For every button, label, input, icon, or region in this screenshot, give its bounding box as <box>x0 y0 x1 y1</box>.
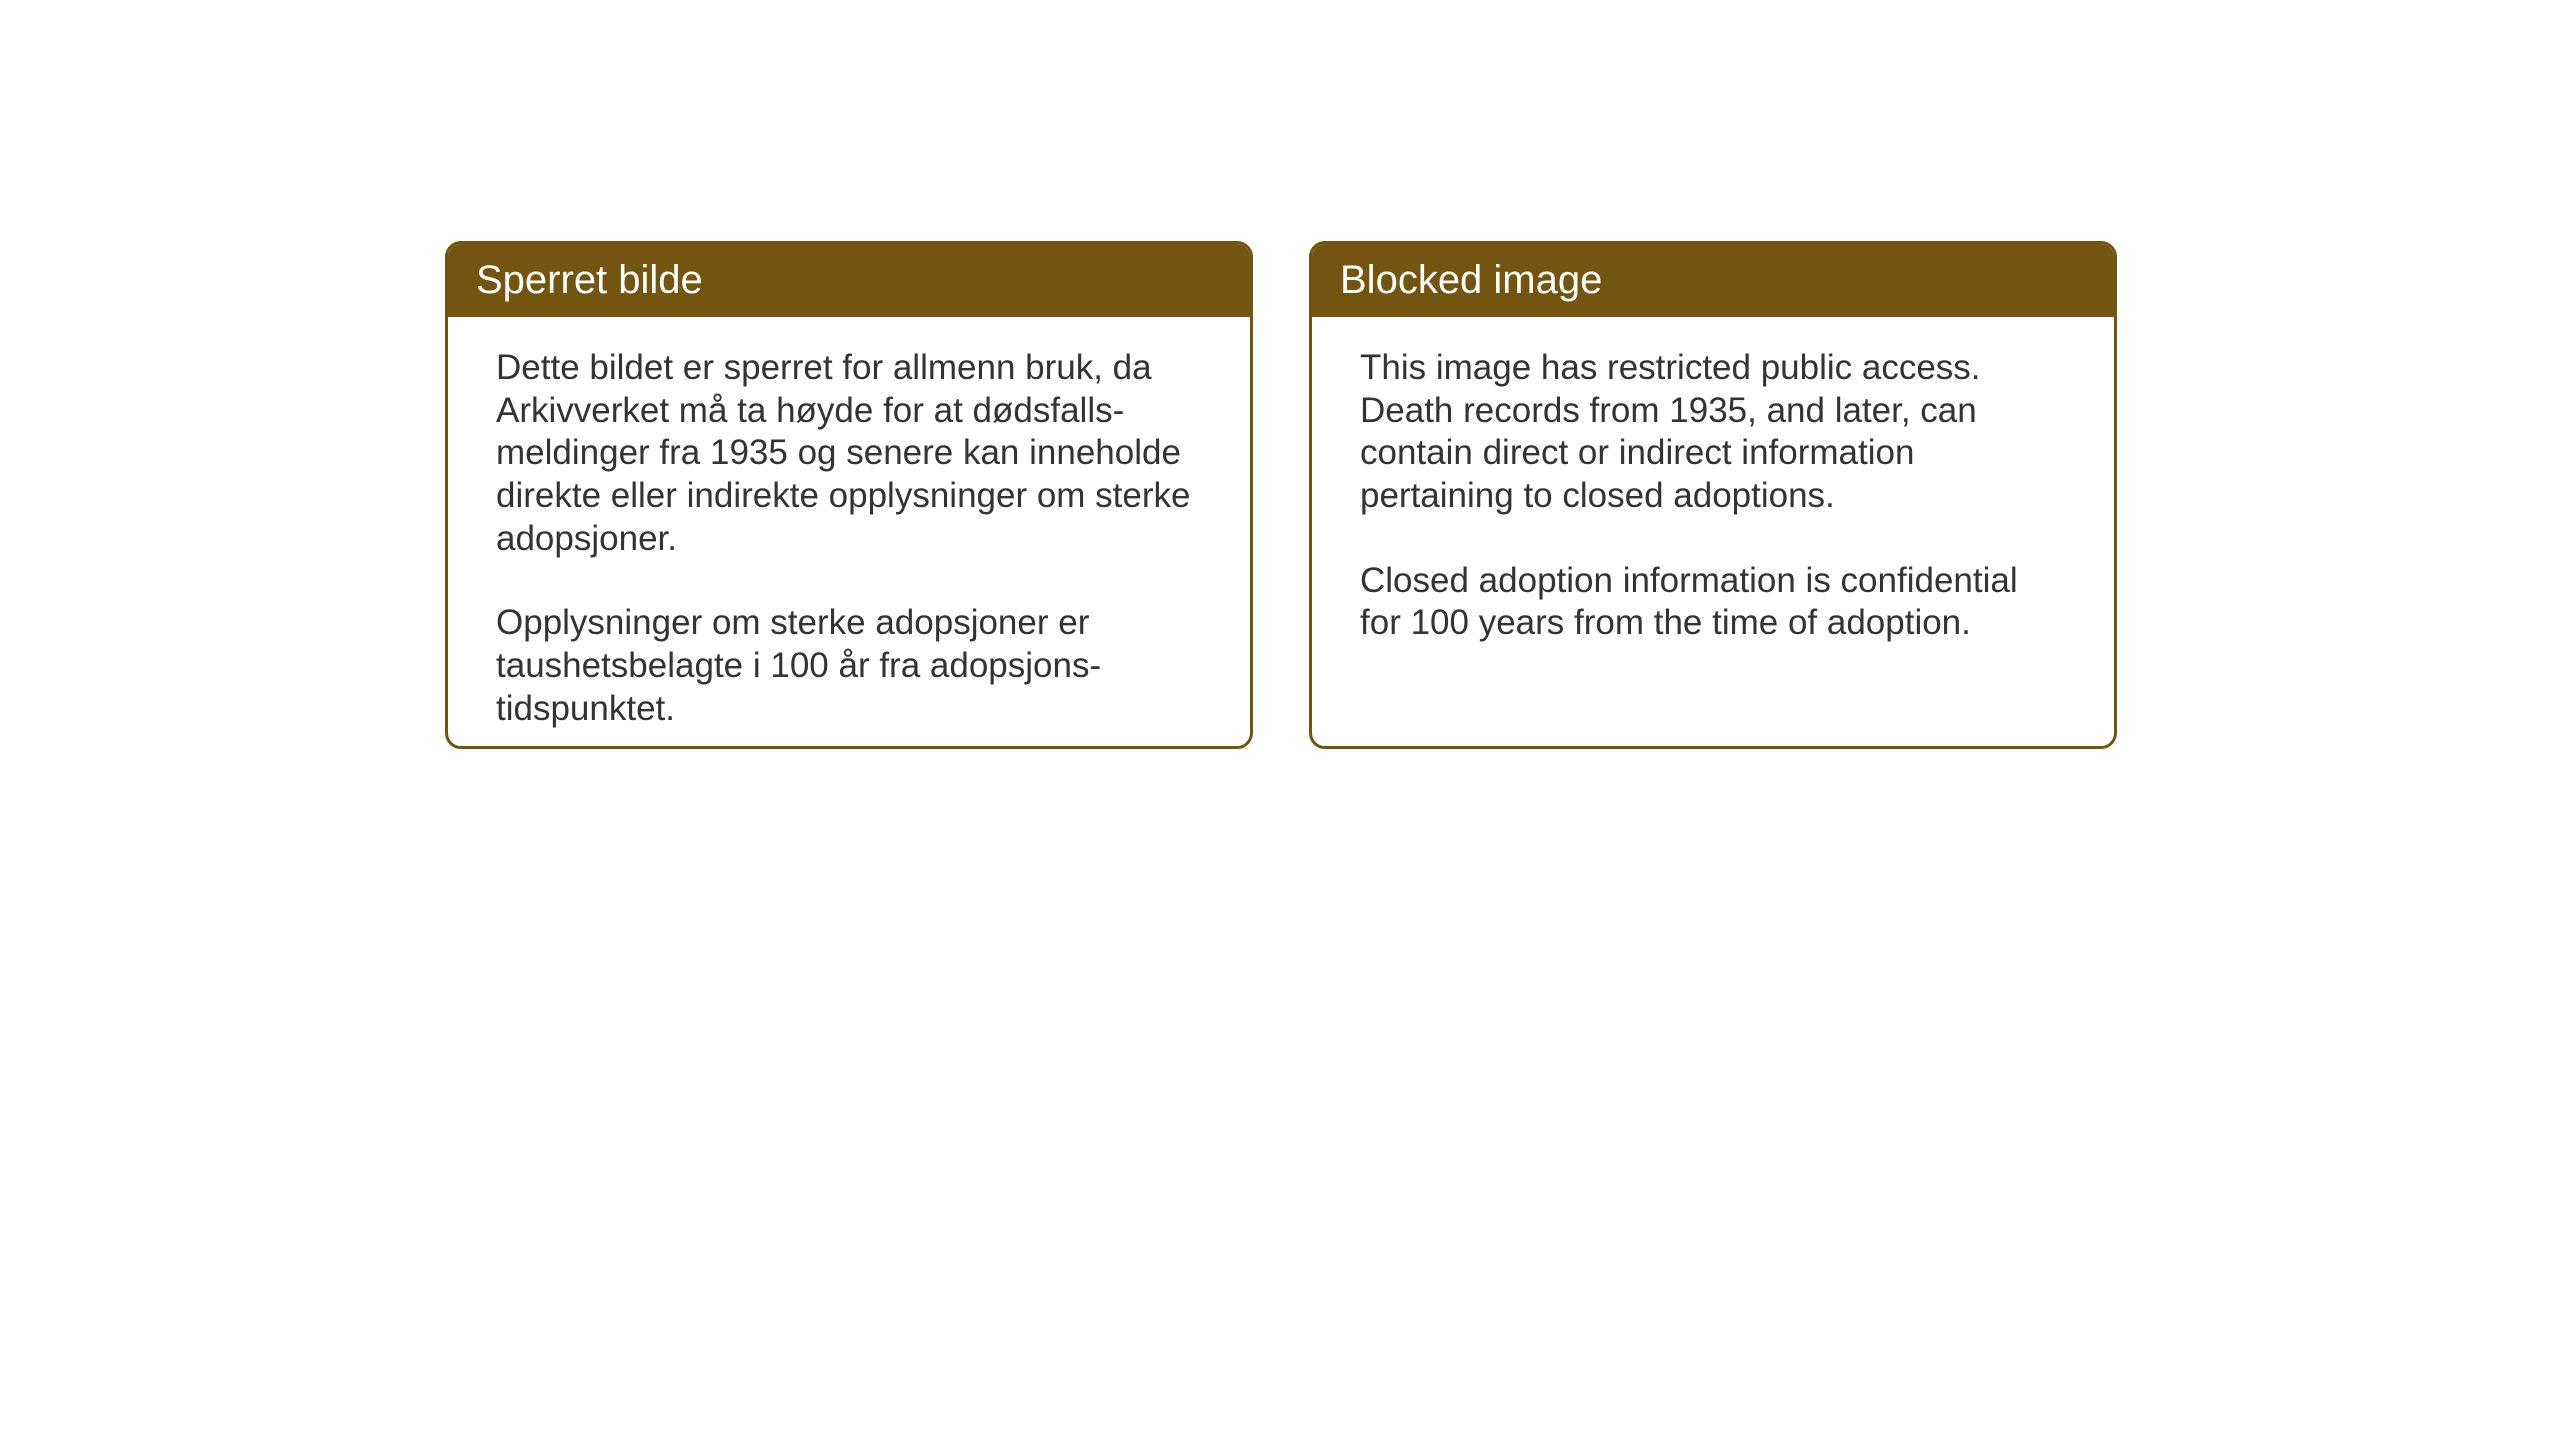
notice-body-norwegian: Dette bildet er sperret for allmenn bruk… <box>448 317 1250 749</box>
notice-body-english: This image has restricted public access.… <box>1312 317 2114 675</box>
notice-title-norwegian: Sperret bilde <box>476 258 703 302</box>
notice-header-norwegian: Sperret bilde <box>448 244 1250 317</box>
notice-paragraph-1-norwegian: Dette bildet er sperret for allmenn bruk… <box>496 347 1202 560</box>
notice-container: Sperret bilde Dette bildet er sperret fo… <box>445 241 2117 749</box>
notice-title-english: Blocked image <box>1340 258 1602 302</box>
notice-paragraph-2-english: Closed adoption information is confident… <box>1360 560 2066 645</box>
notice-paragraph-2-norwegian: Opplysninger om sterke adopsjoner er tau… <box>496 602 1202 730</box>
notice-paragraph-1-english: This image has restricted public access.… <box>1360 347 2066 518</box>
notice-header-english: Blocked image <box>1312 244 2114 317</box>
notice-box-norwegian: Sperret bilde Dette bildet er sperret fo… <box>445 241 1253 749</box>
notice-box-english: Blocked image This image has restricted … <box>1309 241 2117 749</box>
